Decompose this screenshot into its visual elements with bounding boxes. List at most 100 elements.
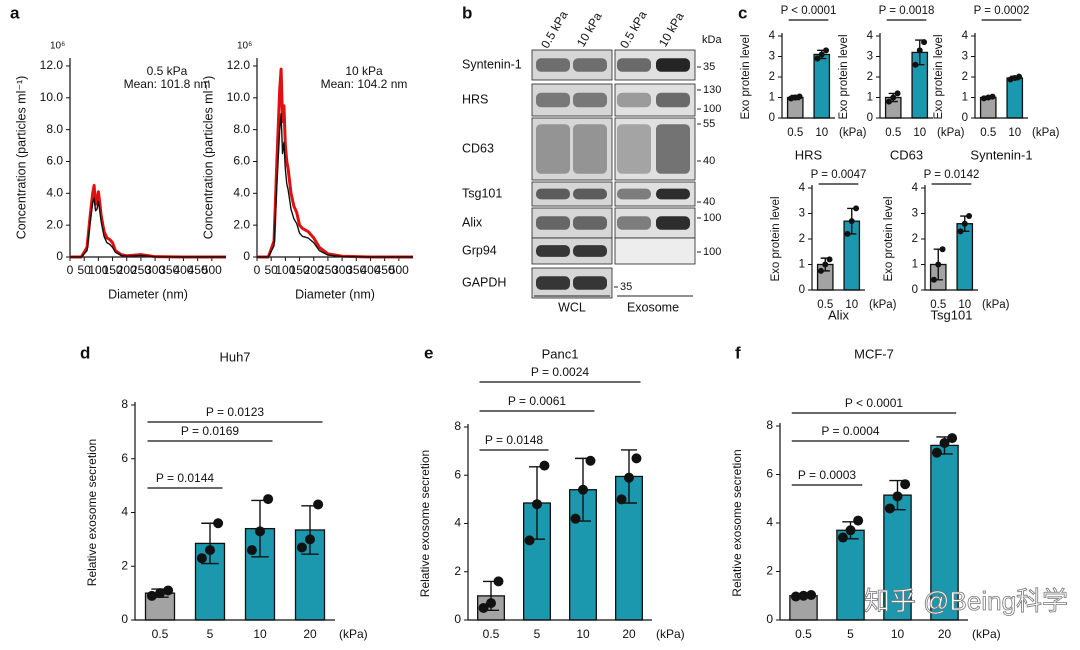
x-unit: (kPa): [982, 299, 1010, 311]
x-tick-label: 20: [938, 627, 952, 641]
blot-band: [573, 188, 607, 200]
x-tick-label: 10: [576, 627, 590, 641]
x-tick-label: 150: [103, 263, 123, 277]
y-tick-label: 0: [454, 612, 461, 626]
p-value: P = 0.0018: [879, 5, 935, 17]
protein-label: HRS: [462, 92, 488, 106]
blot-band: [573, 124, 607, 174]
data-point: [163, 585, 174, 596]
data-point: [931, 447, 942, 458]
x-tick-label: 5: [207, 627, 214, 641]
x-tick-label: 200: [117, 263, 137, 277]
data-point: [912, 61, 919, 68]
data-point: [624, 472, 634, 483]
panel-label: c: [738, 3, 747, 22]
x-tick-label: 450: [188, 263, 208, 277]
x-tick-label: 5: [847, 627, 854, 641]
y-tick-label: 8.0: [233, 122, 250, 136]
marker-label: 40: [703, 155, 715, 167]
x-unit: (kPa): [839, 127, 867, 139]
y-tick-label: 0: [867, 112, 873, 124]
axis: [134, 402, 335, 621]
x-tick-label: 250: [131, 263, 151, 277]
y-tick-label: 3: [962, 51, 968, 63]
axis: [779, 423, 968, 621]
protein-label: GAPDH: [462, 275, 506, 289]
y-tick-label: 2: [121, 558, 128, 572]
data-point: [921, 39, 928, 46]
marker-label: 40: [703, 196, 715, 208]
y-tick-label: 2: [962, 71, 968, 83]
p-value: P = 0.0144: [156, 471, 214, 485]
x-tick-label: 200: [304, 263, 324, 277]
data-point: [853, 205, 860, 212]
blot-band: [536, 92, 570, 108]
bar: [930, 444, 959, 621]
data-point: [989, 93, 996, 100]
bar: [813, 53, 831, 119]
data-point: [213, 518, 224, 529]
blot-band: [536, 188, 570, 200]
p-value: P = 0.0123: [206, 405, 264, 419]
blot-band: [617, 188, 651, 200]
marker-label: 35: [703, 61, 715, 73]
data-point: [806, 590, 817, 601]
blot-band: [573, 92, 607, 108]
data-point: [478, 602, 489, 613]
x-tick-label: 20: [303, 627, 317, 641]
y-tick-label: 0: [962, 112, 968, 124]
x-tick-label: 300: [145, 263, 165, 277]
data-point: [837, 532, 848, 543]
y-axis-label: Exo protein level: [933, 34, 945, 119]
x-tick-label: 0.5: [980, 127, 996, 139]
x-tick-label: 400: [360, 263, 380, 277]
x-tick-label: 0.5: [817, 299, 833, 311]
chart-subtitle: Mean: 104.2 nm: [321, 77, 408, 91]
blot-box: [531, 117, 613, 181]
x-tick-label: 350: [346, 263, 366, 277]
data-point: [818, 51, 825, 58]
x-tick-label: 150: [290, 263, 310, 277]
x-tick-label: 10: [1008, 127, 1021, 139]
chart-title: Alix: [828, 307, 849, 322]
data-point: [532, 499, 542, 510]
y-tick-label: 2: [769, 71, 775, 83]
panel-label: b: [462, 3, 472, 22]
data-point: [246, 545, 257, 556]
data-point: [814, 55, 821, 62]
data-point: [823, 47, 830, 54]
data-point: [205, 545, 215, 556]
x-tick-label: 350: [159, 263, 179, 277]
y-tick-label: 2: [766, 564, 773, 578]
x-tick-label: 0: [254, 263, 261, 277]
data-point: [255, 526, 265, 537]
lane-label: 10 kPa: [574, 10, 605, 50]
y-tick-label: 1: [912, 259, 918, 271]
blot-band: [536, 276, 570, 290]
y-tick-label: 1: [867, 92, 873, 104]
line-series: [257, 67, 413, 259]
blot-band: [656, 124, 690, 174]
x-unit: (kPa): [937, 127, 965, 139]
blot-band: [536, 58, 570, 72]
axis: [467, 424, 652, 621]
x-unit: (kPa): [972, 627, 1001, 641]
y-tick-label: 8: [766, 418, 773, 432]
y-axis-label: Relative exosome secretion: [730, 449, 744, 596]
marker-label: 130: [703, 84, 721, 96]
p-value: P = 0.0169: [181, 424, 239, 438]
x-tick-label: 50: [78, 263, 92, 277]
panel-label: f: [735, 343, 741, 362]
y-tick-label: 0: [121, 612, 128, 626]
data-point: [196, 553, 207, 564]
y-axis-label: Relative exosome secretion: [85, 439, 99, 586]
y-tick-label: 2.0: [46, 217, 63, 231]
y-tick-label: 8.0: [46, 122, 63, 136]
y-axis-label: Exo protein level: [883, 196, 895, 281]
data-point: [313, 499, 324, 510]
y-tick-label: 8: [121, 397, 128, 411]
multiplier: 10⁶: [50, 41, 65, 52]
blot-band: [573, 276, 607, 290]
x-tick-label: 10: [815, 127, 828, 139]
blot-band: [656, 92, 690, 108]
